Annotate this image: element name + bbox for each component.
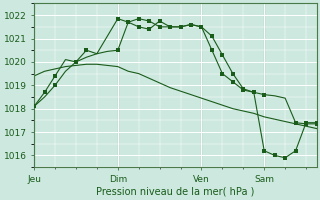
X-axis label: Pression niveau de la mer( hPa ): Pression niveau de la mer( hPa ) <box>96 187 254 197</box>
